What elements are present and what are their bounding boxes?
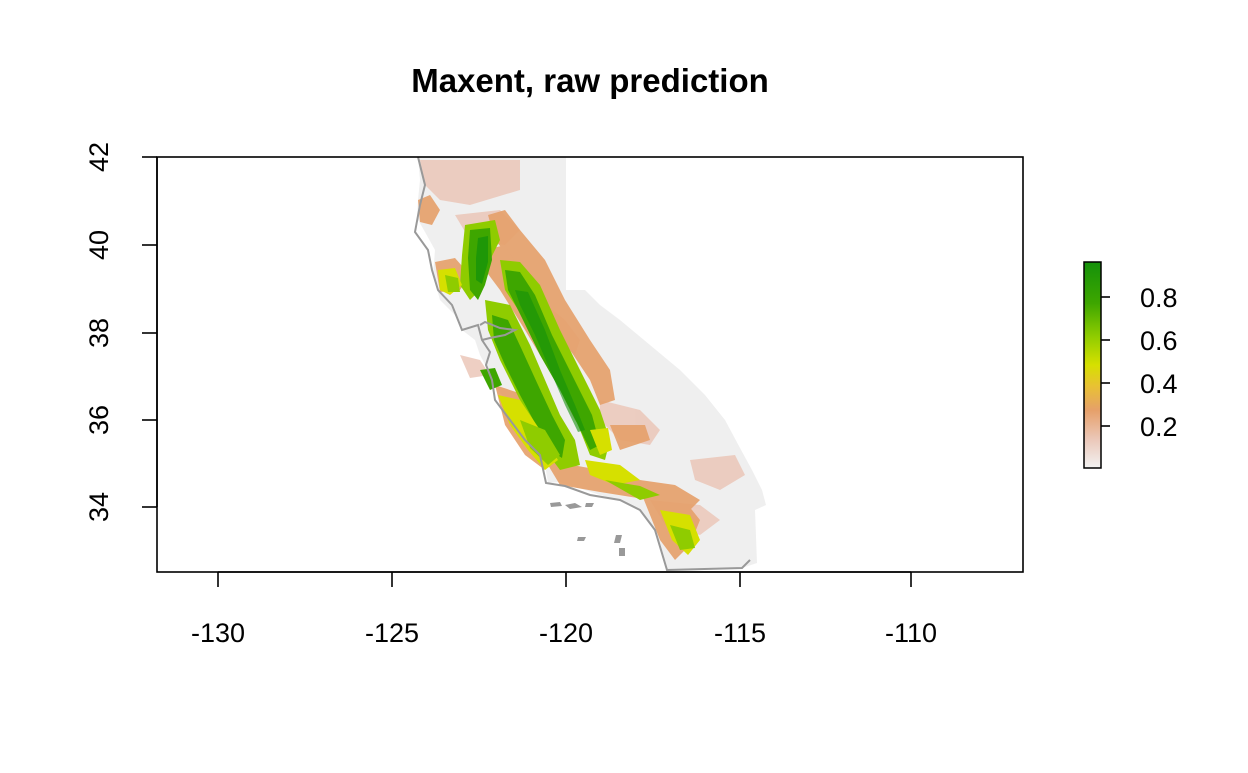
state-boundary <box>413 157 751 572</box>
y-tick-label: 40 <box>84 230 114 260</box>
y-tick-label: 36 <box>84 405 114 435</box>
color-legend: 0.8 0.6 0.4 0.2 <box>1083 261 1178 469</box>
map-title: Maxent, raw prediction <box>411 62 769 99</box>
legend-tick-label: 0.8 <box>1140 283 1178 313</box>
x-tick-label: -110 <box>885 618 937 648</box>
channel-islands <box>550 502 625 556</box>
valley-core-south <box>515 290 585 432</box>
x-tick-label: -130 <box>191 618 245 648</box>
valley-core <box>476 236 488 284</box>
legend-tick-label: 0.2 <box>1140 412 1178 442</box>
legend-tick-label: 0.4 <box>1140 369 1178 399</box>
x-tick-label: -115 <box>714 618 766 648</box>
y-axis: 34 36 38 40 42 <box>84 142 158 522</box>
bay-outline <box>479 320 519 341</box>
y-tick-label: 42 <box>84 142 114 172</box>
plot-area <box>413 157 766 572</box>
legend-tick-label: 0.6 <box>1140 326 1178 356</box>
x-tick-label: -120 <box>539 618 593 648</box>
y-tick-label: 34 <box>84 492 114 522</box>
x-axis: -130 -125 -120 -115 -110 <box>191 571 937 648</box>
x-tick-label: -125 <box>365 618 419 648</box>
y-tick-label: 38 <box>84 318 114 348</box>
legend-ramp <box>1083 261 1102 469</box>
